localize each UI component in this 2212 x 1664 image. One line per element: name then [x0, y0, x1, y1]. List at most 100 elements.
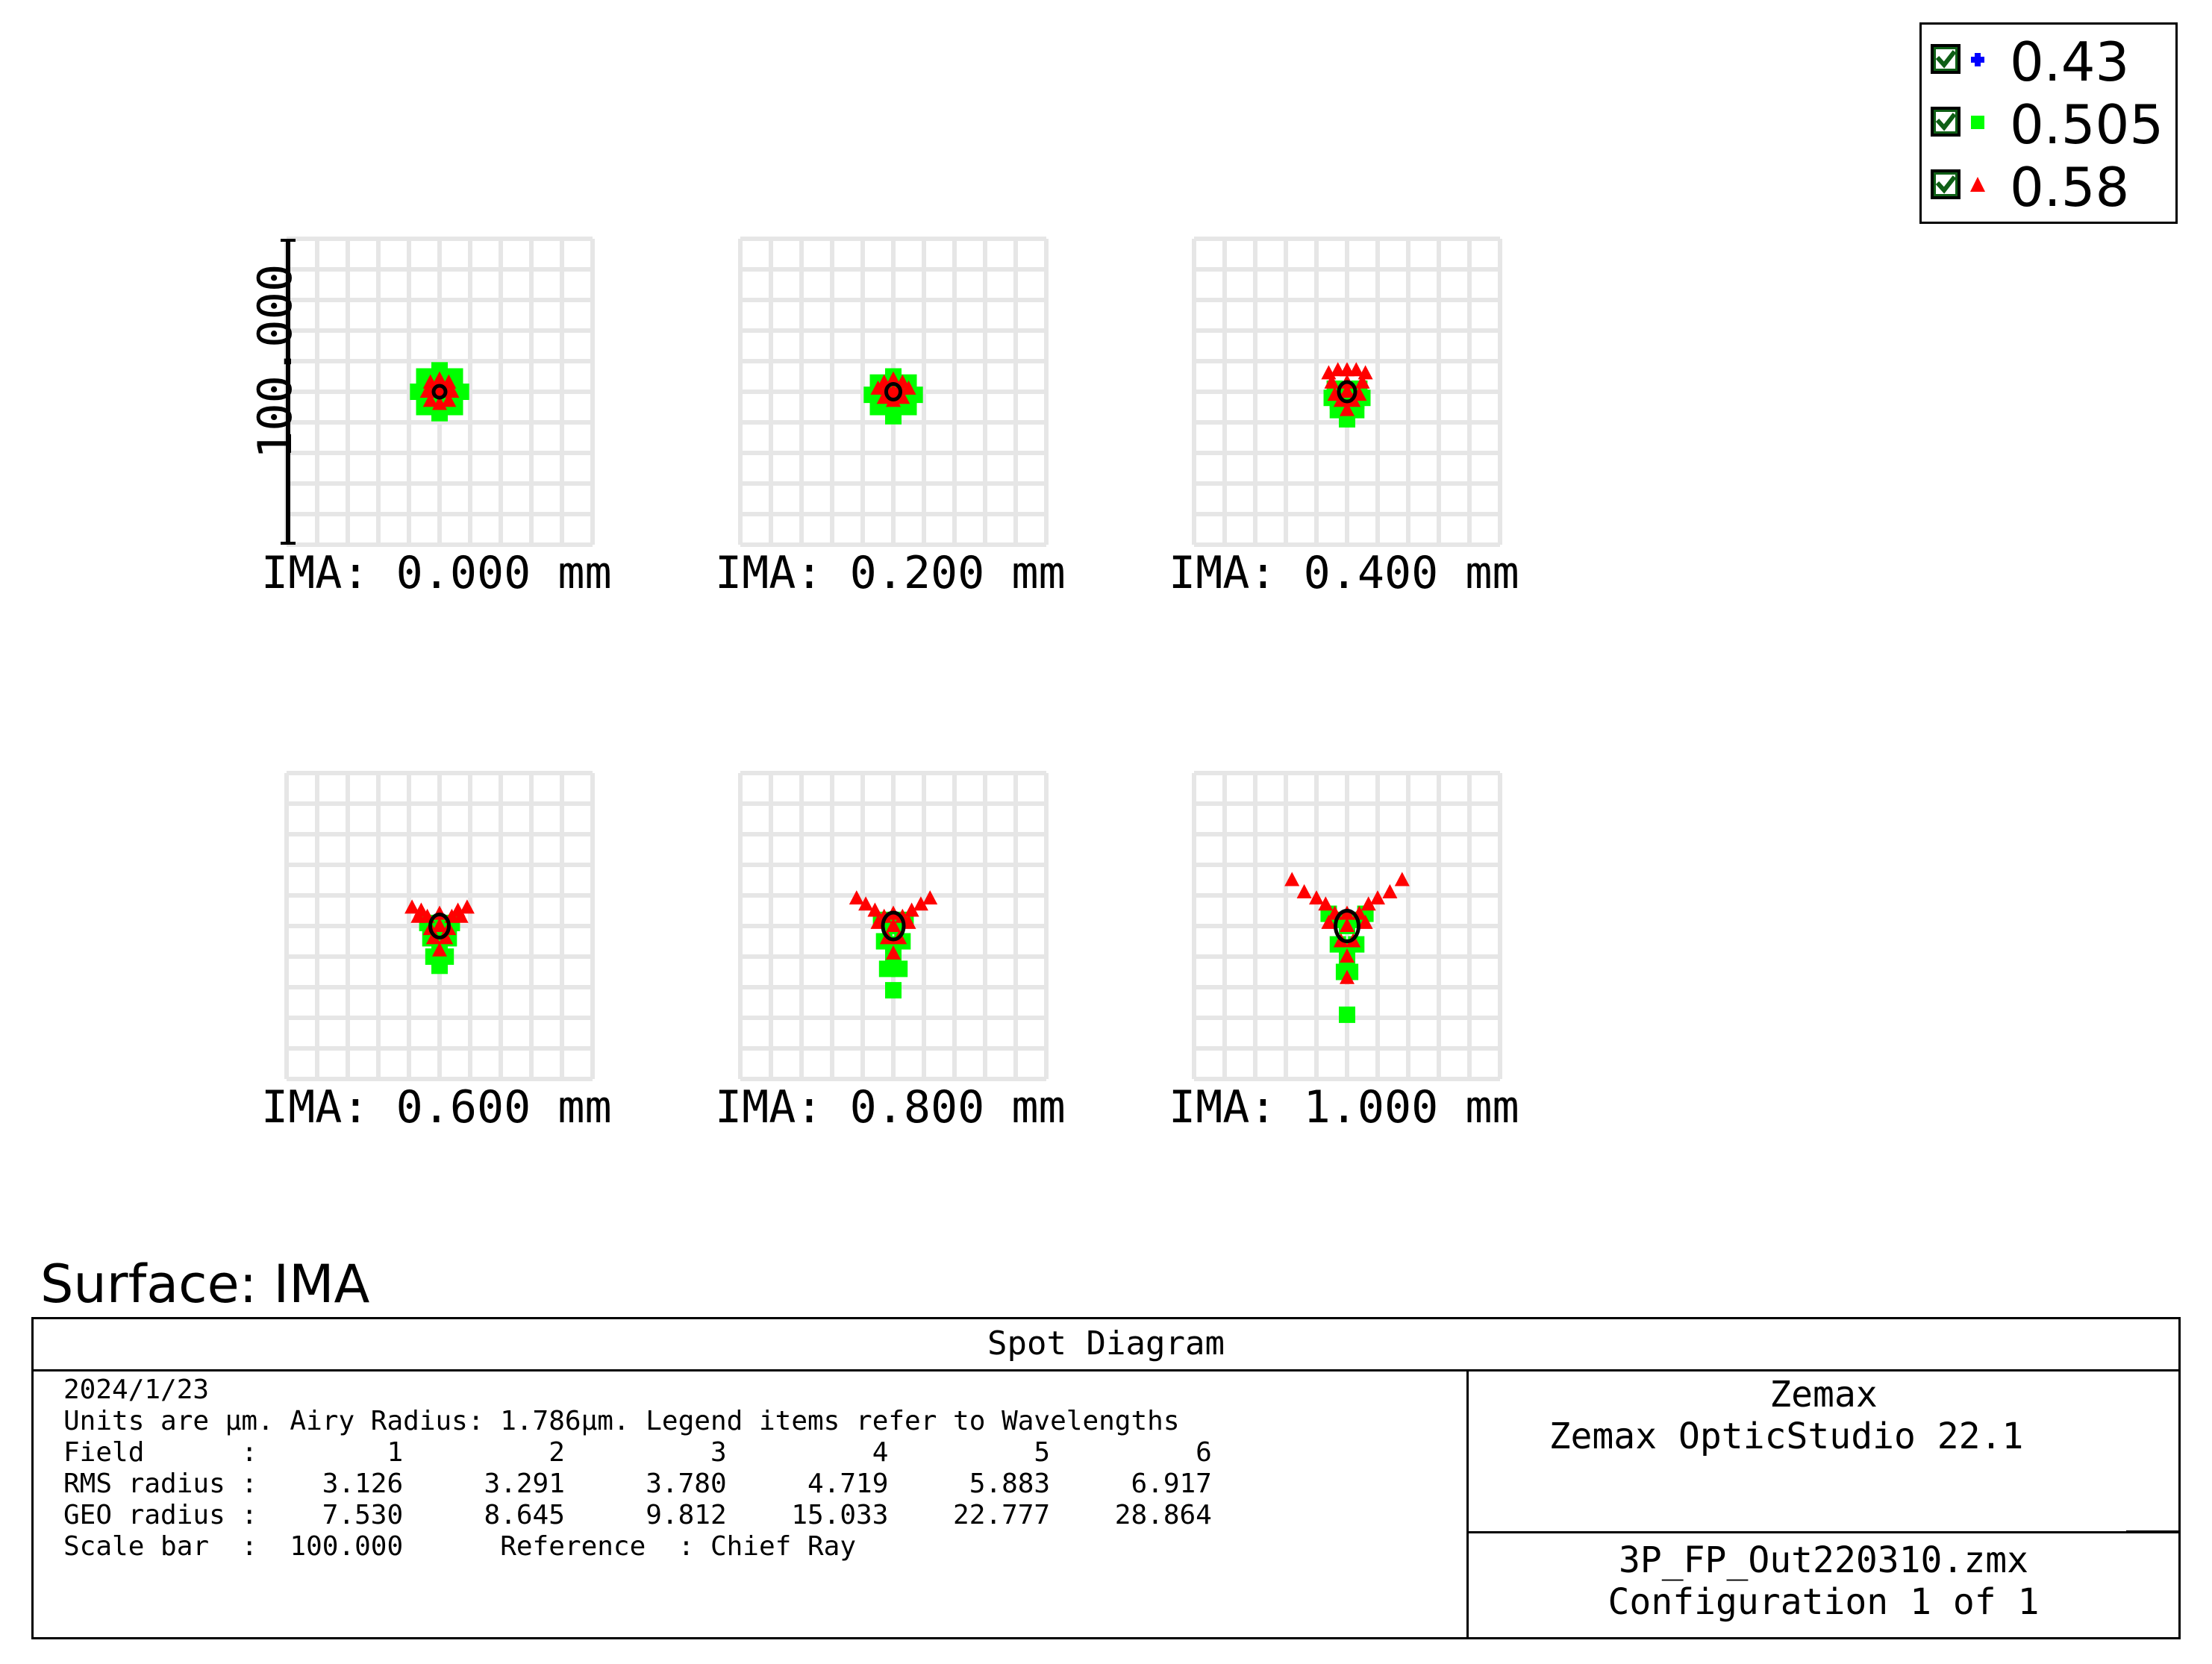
airy-disk — [1334, 909, 1360, 943]
spot-point — [1340, 384, 1355, 398]
airy-disk — [881, 910, 906, 942]
company-name: Zemax — [1769, 1374, 1878, 1416]
spot-point — [1321, 914, 1337, 929]
spot-panel: IMA: 1.000 mm — [1169, 771, 1519, 1133]
spot-point — [453, 908, 469, 923]
spot-point — [886, 945, 901, 960]
spot-panel: IMA: 0.400 mm — [1169, 237, 1519, 599]
legend-item[interactable]: 0.43 — [1922, 29, 2175, 93]
panel-label: IMA: 0.200 mm — [715, 547, 1066, 599]
legend-item[interactable]: 0.58 — [1922, 154, 2175, 219]
info-field-row: Field : 1 2 3 4 5 6 — [63, 1437, 1212, 1468]
info-date: 2024/1/23 — [63, 1374, 210, 1405]
spot-point — [459, 899, 475, 914]
spot-panel: IMA: 0.800 mm — [715, 771, 1066, 1133]
spot-point — [1296, 883, 1312, 898]
spot-diagram-figure: IMA: 0.000 mm IMA: 0.200 mm IMA: 0.400 mm I… — [248, 237, 1519, 1133]
spot-point — [410, 908, 426, 923]
spot-point — [404, 899, 420, 914]
panel-label: IMA: 0.400 mm — [1169, 547, 1519, 599]
spot-point — [432, 918, 447, 932]
panel-grid — [738, 237, 1049, 547]
panel-grid — [284, 237, 595, 547]
spot-point — [849, 890, 864, 905]
panel-grid — [1192, 237, 1502, 547]
spot-point — [904, 902, 919, 917]
info-box: Spot Diagram 2024/1/23 Units are μm. Air… — [31, 1317, 2181, 1639]
spot-point — [886, 371, 901, 386]
info-details: 2024/1/23 Units are μm. Airy Radius: 1.7… — [63, 1374, 1481, 1563]
info-scale-row: Scale bar : 100.000 Reference : Chief Ra… — [63, 1531, 857, 1562]
info-software: Zemax Zemax OpticStudio 22.1 — [1469, 1369, 2178, 1533]
spot-point — [432, 371, 447, 386]
panel-label: IMA: 0.600 mm — [261, 1081, 612, 1133]
divider — [2126, 1530, 2178, 1533]
spot-point — [1360, 896, 1376, 911]
spot-point — [432, 942, 447, 957]
product-name: Zemax OpticStudio 22.1 — [1549, 1416, 2024, 1457]
triangle-marker-icon — [1970, 177, 1985, 192]
spot-panel: IMA: 0.000 mm — [261, 237, 612, 599]
legend-label: 0.43 — [2010, 31, 2130, 93]
legend-label: 0.505 — [2010, 93, 2164, 156]
spot-panel: IMA: 0.600 mm — [261, 771, 612, 1133]
checkbox-checked-icon[interactable] — [1931, 169, 1961, 199]
spot-point — [1355, 374, 1370, 389]
spot-point — [1284, 872, 1300, 886]
spot-point — [1309, 890, 1324, 905]
spot-point — [1340, 905, 1355, 920]
airy-disk — [431, 384, 448, 400]
info-file: 3P_FP_Out220310.zmx Configuration 1 of 1 — [1469, 1533, 2178, 1637]
spot-point — [1382, 883, 1398, 898]
spot-point — [867, 902, 883, 917]
spot-point — [1340, 948, 1355, 963]
spot-point — [886, 918, 901, 932]
file-name: 3P_FP_Out220310.zmx — [1618, 1539, 2029, 1581]
info-geo-row: GEO radius : 7.530 8.645 9.812 15.033 22… — [63, 1500, 1212, 1530]
airy-disk — [428, 913, 451, 939]
spot-point — [1340, 969, 1355, 984]
spot-panels: IMA: 0.000 mm IMA: 0.200 mm IMA: 0.400 mm I… — [261, 237, 1519, 1133]
panel-label: IMA: 0.800 mm — [715, 1081, 1066, 1133]
spot-point — [1330, 362, 1346, 377]
legend-item[interactable]: 0.505 — [1922, 92, 2175, 156]
spot-point — [1339, 1006, 1355, 1023]
legend-label: 0.58 — [2010, 156, 2130, 219]
scale-bar: 100.000 — [248, 239, 302, 545]
square-marker-icon — [1971, 116, 1984, 129]
surface-title: Surface: IMA — [40, 1254, 370, 1315]
spot-point — [1349, 362, 1364, 377]
spot-point — [1318, 896, 1334, 911]
spot-point — [858, 896, 874, 911]
spot-point — [876, 390, 892, 404]
info-title: Spot Diagram — [34, 1319, 2178, 1371]
legend: 0.43 0.505 0.58 — [1919, 22, 2178, 224]
spot-point — [891, 960, 908, 978]
airy-disk — [1337, 380, 1357, 404]
scale-bar-label: 100.000 — [248, 264, 302, 459]
info-units: Units are μm. Airy Radius: 1.786μm. Lege… — [63, 1406, 1180, 1436]
spot-point — [1340, 918, 1355, 932]
spot-point — [1370, 890, 1385, 905]
spot-point — [422, 392, 438, 407]
spot-point — [1394, 872, 1410, 886]
spot-point — [1357, 914, 1373, 929]
spot-point — [922, 890, 938, 905]
spot-point — [913, 896, 928, 911]
spot-point — [885, 982, 902, 999]
airy-disk — [884, 382, 902, 401]
spot-point — [1324, 374, 1340, 389]
checkbox-checked-icon[interactable] — [1931, 107, 1961, 137]
spot-point — [441, 392, 457, 407]
plus-marker-icon — [1971, 53, 1984, 66]
info-rms-row: RMS radius : 3.126 3.291 3.780 4.719 5.8… — [63, 1468, 1212, 1499]
spot-point — [895, 390, 910, 404]
panel-label: IMA: 1.000 mm — [1169, 1081, 1519, 1133]
checkbox-checked-icon[interactable] — [1931, 44, 1961, 74]
configuration-label: Configuration 1 of 1 — [1608, 1581, 2040, 1623]
info-right-panel: Zemax Zemax OpticStudio 22.1 3P_FP_Out22… — [1466, 1369, 2178, 1637]
spot-panel: IMA: 0.200 mm — [715, 237, 1066, 599]
spot-point — [1340, 401, 1355, 416]
panel-grid — [1192, 771, 1502, 1081]
panel-label: IMA: 0.000 mm — [261, 547, 612, 599]
